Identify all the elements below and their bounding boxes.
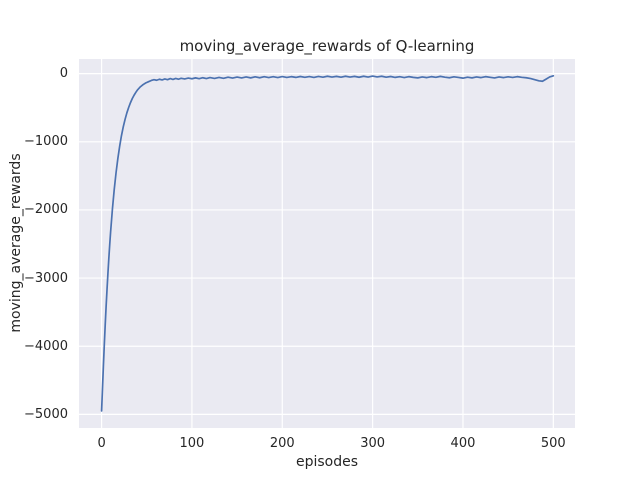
y-tick-label: −3000 — [24, 270, 68, 286]
x-tick-label: 100 — [179, 436, 205, 451]
y-tick-label: 0 — [59, 66, 68, 82]
x-axis-label: episodes — [295, 454, 359, 470]
x-tick-label: 400 — [450, 436, 476, 451]
x-tick-label: 200 — [269, 436, 295, 451]
x-tick-label: 500 — [540, 436, 566, 451]
plot-area — [79, 59, 575, 428]
y-tick-label: −5000 — [24, 406, 68, 422]
y-axis-label: moving_average_rewards — [8, 153, 24, 333]
y-tick-label: −2000 — [24, 202, 68, 218]
y-tick-label: −1000 — [24, 134, 68, 150]
reward-line-series — [100, 74, 555, 412]
gridlines — [79, 59, 575, 428]
x-tick-label: 0 — [97, 436, 106, 451]
plot-svg — [79, 59, 575, 428]
x-tick-label: 300 — [360, 436, 386, 451]
chart-title: moving_average_rewards of Q-learning — [179, 37, 475, 55]
y-tick-label: −4000 — [24, 338, 68, 354]
line-moving_average_rewards — [100, 74, 555, 412]
